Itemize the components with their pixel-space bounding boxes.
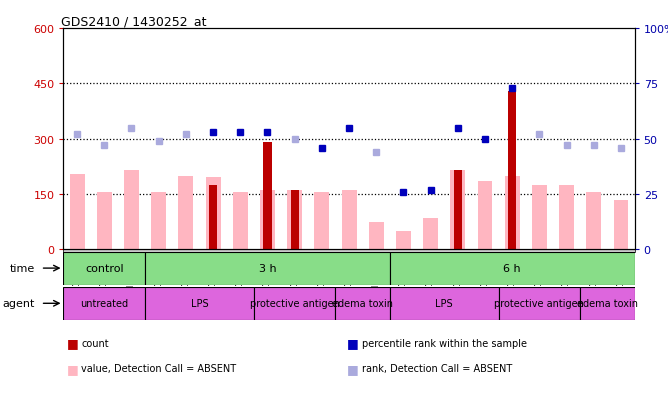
Bar xyxy=(498,287,580,320)
Bar xyxy=(315,193,329,250)
Bar xyxy=(260,191,275,250)
Bar xyxy=(263,143,271,250)
Text: edema toxin: edema toxin xyxy=(577,299,638,309)
Bar xyxy=(232,193,248,250)
Text: value, Detection Call = ABSENT: value, Detection Call = ABSENT xyxy=(81,363,236,373)
Bar xyxy=(206,178,220,250)
Bar xyxy=(97,193,112,250)
Text: GDS2410 / 1430252_at: GDS2410 / 1430252_at xyxy=(61,15,206,28)
Text: time: time xyxy=(9,263,35,273)
Bar xyxy=(505,176,520,250)
Bar xyxy=(580,287,635,320)
Text: LPS: LPS xyxy=(436,299,453,309)
Bar xyxy=(63,287,145,320)
Bar xyxy=(613,200,629,250)
Bar xyxy=(145,287,254,320)
Bar xyxy=(178,176,193,250)
Bar xyxy=(63,252,145,285)
Text: count: count xyxy=(81,338,109,348)
Bar xyxy=(478,182,492,250)
Bar xyxy=(423,218,438,250)
Text: ■: ■ xyxy=(347,336,359,349)
Bar xyxy=(335,287,390,320)
Text: 6 h: 6 h xyxy=(504,263,521,273)
Text: edema toxin: edema toxin xyxy=(332,299,393,309)
Text: rank, Detection Call = ABSENT: rank, Detection Call = ABSENT xyxy=(362,363,512,373)
Bar xyxy=(124,171,139,250)
Text: ■: ■ xyxy=(67,362,79,375)
Bar xyxy=(454,171,462,250)
Bar xyxy=(69,174,85,250)
Bar xyxy=(587,193,601,250)
Text: protective antigen: protective antigen xyxy=(494,299,584,309)
Text: percentile rank within the sample: percentile rank within the sample xyxy=(362,338,527,348)
Text: agent: agent xyxy=(3,299,35,309)
Bar xyxy=(390,287,498,320)
Bar xyxy=(287,191,302,250)
Bar xyxy=(559,185,574,250)
Bar xyxy=(508,92,516,250)
Text: control: control xyxy=(85,263,124,273)
Bar xyxy=(532,185,547,250)
Text: LPS: LPS xyxy=(190,299,208,309)
Bar xyxy=(209,185,217,250)
Bar xyxy=(390,252,635,285)
Bar xyxy=(450,171,466,250)
Bar xyxy=(369,222,383,250)
Text: ■: ■ xyxy=(67,336,79,349)
Bar xyxy=(145,252,390,285)
Text: ■: ■ xyxy=(347,362,359,375)
Bar xyxy=(151,193,166,250)
Bar xyxy=(341,191,357,250)
Bar xyxy=(254,287,335,320)
Text: untreated: untreated xyxy=(80,299,128,309)
Bar xyxy=(396,231,411,250)
Bar xyxy=(291,191,299,250)
Text: protective antigen: protective antigen xyxy=(250,299,339,309)
Text: 3 h: 3 h xyxy=(259,263,277,273)
